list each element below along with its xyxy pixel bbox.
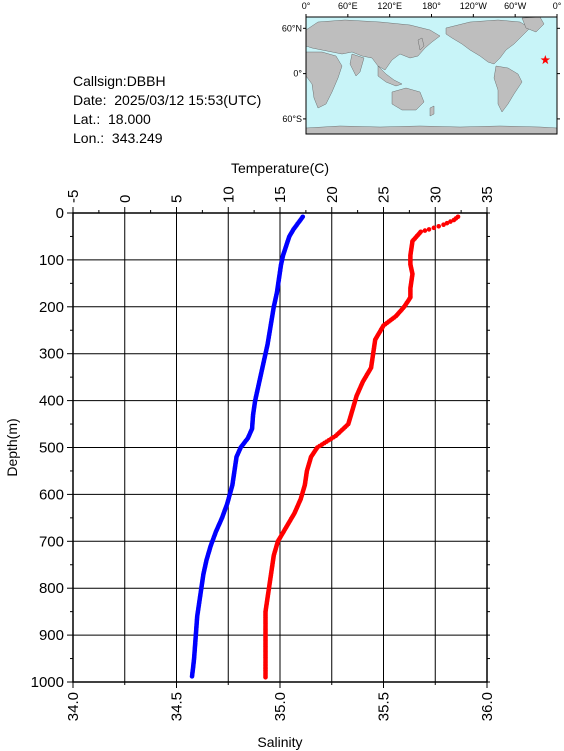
map-latitude-label: 60°S <box>282 114 302 124</box>
temperature-tick-labels: -5 0 5 10 15 20 25 30 35 <box>65 186 496 203</box>
land-australia <box>391 87 425 111</box>
map-longitude-label: 180° <box>422 1 441 11</box>
depth-tick-label: 600 <box>39 486 64 503</box>
minor-ticks <box>67 207 490 688</box>
temperature-tick-label: 20 <box>324 186 341 203</box>
land-southeast-asia <box>377 65 403 87</box>
depth-tick-label: 800 <box>39 580 64 597</box>
map-longitude-label: 0° <box>302 1 311 11</box>
depth-tick-label: 900 <box>39 627 64 644</box>
profile-plot: -5 0 5 10 15 20 25 30 35 34.0 34.5 35.0 35.5 36.0 01… <box>4 160 496 750</box>
temperature-tick-label: -5 <box>65 190 82 203</box>
salinity-tick-label: 35.5 <box>376 692 393 721</box>
land-eurasia <box>305 19 441 71</box>
map-longitude-label: 0° <box>553 1 562 11</box>
map-longitude-label: 120°W <box>460 1 488 11</box>
salinity-point <box>422 228 428 233</box>
cast-location-star <box>540 55 551 65</box>
temperature-tick-label: 0 <box>117 195 134 203</box>
salinity-tick-label: 34.0 <box>65 692 82 721</box>
salinity-point <box>444 220 450 226</box>
map-longitude-label: 120°E <box>377 1 402 11</box>
map-longitude-label: 60°E <box>338 1 358 11</box>
land-north-america <box>445 19 531 65</box>
series-layer <box>189 214 461 680</box>
callsign-text: Callsign:DBBH <box>73 73 166 89</box>
salinity-point <box>426 227 432 232</box>
temperature-series <box>189 214 306 679</box>
land-india <box>349 53 365 77</box>
salinity-point <box>451 217 457 223</box>
map-latitude-label: 60°N <box>282 23 302 33</box>
depth-tick-label: 700 <box>39 533 64 550</box>
temperature-tick-label: 35 <box>479 186 496 203</box>
salinity-tick-label: 36.0 <box>479 692 496 721</box>
salinity-point <box>431 225 437 231</box>
map-latitude-labels: 60°N 0° 60°S <box>282 23 303 124</box>
salinity-series <box>263 214 461 680</box>
depth-tick-label: 300 <box>39 346 64 363</box>
land-new-zealand <box>429 105 435 117</box>
temperature-tick-label: 15 <box>272 186 289 203</box>
map-longitude-label: 60°W <box>504 1 527 11</box>
map-land <box>305 16 558 135</box>
land-south-america <box>493 65 523 113</box>
metadata-block: Callsign:DBBH Date: 2025/03/12 15:53(UTC… <box>73 72 261 148</box>
map-ticks <box>303 14 560 120</box>
salinity-point <box>436 223 442 229</box>
temperature-point <box>189 674 195 679</box>
salinity-tick-label: 34.5 <box>169 692 186 721</box>
longitude-text: Lon.: 343.249 <box>73 130 163 146</box>
map-latitude-label: 0° <box>293 69 302 79</box>
temperature-tick-label: 25 <box>376 186 393 203</box>
temperature-tick-label: 10 <box>220 186 237 203</box>
map-longitude-labels: 0° 60°E 120°E 180° 120°W 60°W 0° <box>302 1 562 11</box>
depth-tick-label: 200 <box>39 299 64 316</box>
temperature-tick-label: 30 <box>427 186 444 203</box>
salinity-point <box>263 675 268 680</box>
depth-tick-label: 100 <box>39 252 64 269</box>
land-africa <box>305 51 343 109</box>
depth-tick-label: 1000 <box>31 674 64 691</box>
salinity-tick-labels: 34.0 34.5 35.0 35.5 36.0 <box>65 692 496 721</box>
world-map: 0° 60°E 120°E 180° 120°W 60°W 0° 60°N 0° 60°S <box>282 1 562 135</box>
depth-tick-label: 400 <box>39 393 64 410</box>
depth-tick-label: 500 <box>39 440 64 457</box>
salinity-point <box>441 222 446 228</box>
salinity-point <box>448 219 453 224</box>
temperature-axis-title: Temperature(C) <box>231 160 329 176</box>
temperature-tick-label: 5 <box>169 195 186 203</box>
salinity-tick-label: 35.0 <box>272 692 289 721</box>
depth-axis-title: Depth(m) <box>4 418 20 476</box>
land-japan <box>417 37 425 51</box>
salinity-axis-title: Salinity <box>257 734 302 750</box>
date-text: Date: 2025/03/12 15:53(UTC) <box>73 92 262 108</box>
depth-tick-labels: 0 100 200 300 400 500 600 700 800 900 1000 <box>31 205 64 691</box>
land-antarctica <box>305 125 558 135</box>
depth-tick-label: 0 <box>56 205 64 222</box>
cast-location-marker <box>540 55 551 65</box>
latitude-text: Lat.: 18.000 <box>73 111 151 127</box>
